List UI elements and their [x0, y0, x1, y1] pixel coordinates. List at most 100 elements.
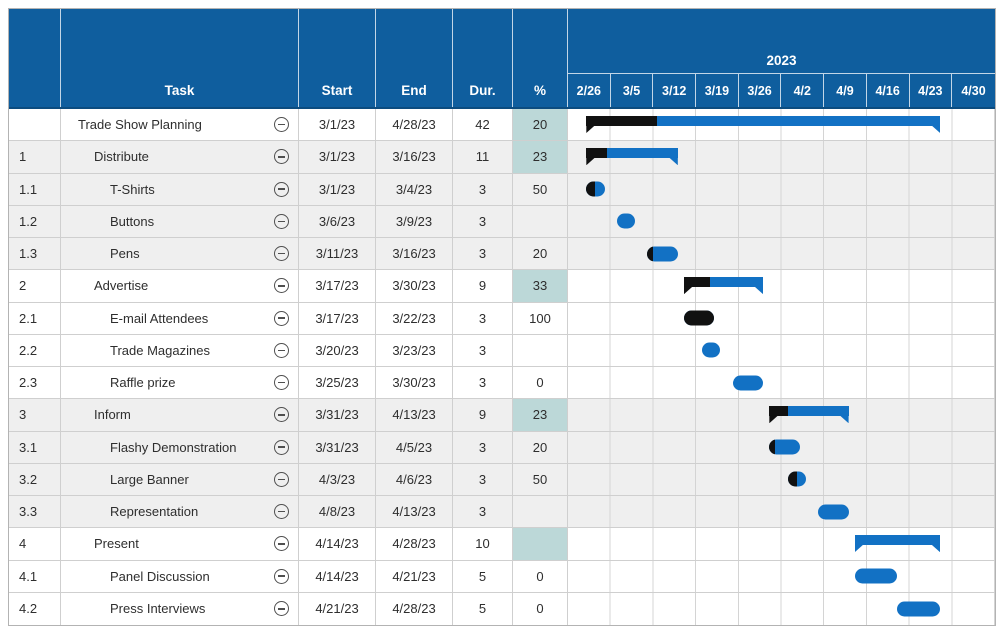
task-name-cell: Distribute — [61, 141, 299, 173]
minus-dash — [278, 608, 285, 610]
timeline-cell — [568, 431, 995, 463]
end-date-cell: 4/21/23 — [376, 560, 453, 592]
table-header: Task Start End Dur. % 2023 2/26 3/5 3/12 3/… — [9, 9, 995, 109]
end-date-cell: 3/9/23 — [376, 205, 453, 237]
start-date-cell: 3/1/23 — [299, 141, 376, 173]
table-body: Trade Show Planning 3/1/23 4/28/23 42 20… — [9, 109, 995, 625]
table-row: 1.2 Buttons 3/6/23 3/9/23 3 — [9, 205, 995, 238]
gantt-task-bar[interactable] — [897, 601, 941, 617]
collapse-minus-icon[interactable] — [274, 568, 289, 584]
minus-dash — [278, 349, 285, 352]
percent-cell: 20 — [513, 431, 568, 463]
task-id-cell: 1.3 — [9, 238, 61, 270]
task-id-cell: 2.2 — [9, 334, 61, 366]
timeline-cell — [568, 560, 995, 592]
minus-dash — [278, 188, 285, 190]
duration-cell: 42 — [453, 109, 513, 141]
collapse-minus-icon[interactable] — [274, 278, 289, 294]
gantt-summary-bar[interactable] — [586, 116, 941, 134]
gantt-summary-bar[interactable] — [769, 406, 849, 424]
gantt-task-bar[interactable] — [616, 213, 636, 229]
task-id-cell: 2.3 — [9, 367, 61, 399]
task-name: Present — [94, 536, 139, 552]
end-date-cell: 4/5/23 — [376, 431, 453, 463]
gantt-task-bar[interactable] — [854, 568, 898, 584]
start-date-cell: 3/1/23 — [299, 109, 376, 141]
table-row: 2.2 Trade Magazines 3/20/23 3/23/23 3 — [9, 334, 995, 367]
start-date-cell: 3/31/23 — [299, 399, 376, 431]
timeline-cell — [568, 205, 995, 237]
start-date-cell: 3/1/23 — [299, 173, 376, 205]
table-row: 1 Distribute 3/1/23 3/16/23 11 23 — [9, 141, 995, 174]
gantt-task-bar[interactable] — [787, 471, 806, 487]
timeline-cell — [568, 463, 995, 495]
gantt-summary-bar[interactable] — [586, 148, 678, 166]
table-row: 2 Advertise 3/17/23 3/30/23 9 33 — [9, 270, 995, 303]
end-date-cell: 4/6/23 — [376, 463, 453, 495]
table-row: 1.3 Pens 3/11/23 3/16/23 3 20 — [9, 238, 995, 271]
task-name: Advertise — [94, 278, 149, 294]
timeline-cell — [568, 496, 995, 528]
task-name: Distribute — [94, 149, 149, 165]
collapse-minus-icon[interactable] — [274, 246, 289, 262]
duration-cell: 3 — [453, 463, 513, 495]
minus-dash — [278, 446, 285, 448]
start-date-cell: 4/21/23 — [299, 592, 376, 625]
minus-dash — [278, 478, 285, 481]
week-header-label: 4/16 — [867, 74, 910, 107]
task-name-cell: Flashy Demonstration — [61, 431, 299, 463]
collapse-minus-icon[interactable] — [274, 149, 289, 165]
timeline-cell — [568, 238, 995, 270]
collapse-minus-icon[interactable] — [274, 601, 289, 617]
gantt-task-bar[interactable] — [818, 504, 849, 520]
timeline-header: 2023 2/26 3/5 3/12 3/19 3/26 4/2 4/9 4/16 4/23 4/… — [568, 9, 995, 107]
gantt-task-bar[interactable] — [702, 342, 721, 358]
start-date-cell: 3/25/23 — [299, 367, 376, 399]
year-label: 2023 — [766, 53, 797, 68]
minus-dash — [278, 220, 285, 223]
task-id-cell: 3.1 — [9, 431, 61, 463]
collapse-minus-icon[interactable] — [274, 471, 289, 487]
gantt-summary-bar[interactable] — [683, 277, 764, 295]
collapse-minus-icon[interactable] — [274, 504, 289, 520]
task-id-cell: 1 — [9, 141, 61, 173]
collapse-minus-icon[interactable] — [274, 213, 289, 229]
collapse-minus-icon[interactable] — [274, 407, 289, 423]
task-id-cell: 1.1 — [9, 173, 61, 205]
gantt-task-bar[interactable] — [732, 375, 764, 391]
start-date-cell: 3/11/23 — [299, 238, 376, 270]
collapse-minus-icon[interactable] — [274, 310, 289, 326]
column-header-id — [9, 9, 61, 107]
week-header-label: 2/26 — [568, 74, 611, 107]
gantt-task-bar[interactable] — [586, 181, 605, 197]
task-name-cell: Pens — [61, 238, 299, 270]
task-name: Panel Discussion — [110, 568, 210, 584]
task-id-cell: 3.3 — [9, 496, 61, 528]
collapse-minus-icon[interactable] — [274, 439, 289, 455]
column-header-end: End — [376, 9, 453, 107]
end-date-cell: 3/30/23 — [376, 270, 453, 302]
collapse-minus-icon[interactable] — [274, 117, 289, 133]
duration-cell: 3 — [453, 302, 513, 334]
task-name: Pens — [110, 246, 140, 262]
collapse-minus-icon[interactable] — [274, 342, 289, 358]
week-header-label: 4/23 — [910, 74, 953, 107]
end-date-cell: 4/13/23 — [376, 496, 453, 528]
duration-cell: 3 — [453, 367, 513, 399]
task-id-cell: 3 — [9, 399, 61, 431]
percent-cell — [513, 205, 568, 237]
gantt-summary-bar[interactable] — [854, 535, 941, 553]
collapse-minus-icon[interactable] — [274, 375, 289, 391]
task-name-cell: Large Banner — [61, 463, 299, 495]
collapse-minus-icon[interactable] — [274, 536, 289, 552]
table-row: 1.1 T-Shirts 3/1/23 3/4/23 3 50 — [9, 173, 995, 206]
gantt-task-bar[interactable] — [769, 439, 800, 455]
gantt-task-bar[interactable] — [683, 310, 715, 326]
column-header-task: Task — [61, 9, 299, 107]
minus-dash — [278, 575, 285, 577]
minus-dash — [278, 414, 285, 416]
gantt-task-bar[interactable] — [647, 246, 678, 262]
task-name-cell: Press Interviews — [61, 592, 299, 625]
start-date-cell: 3/17/23 — [299, 302, 376, 334]
collapse-minus-icon[interactable] — [274, 181, 289, 197]
